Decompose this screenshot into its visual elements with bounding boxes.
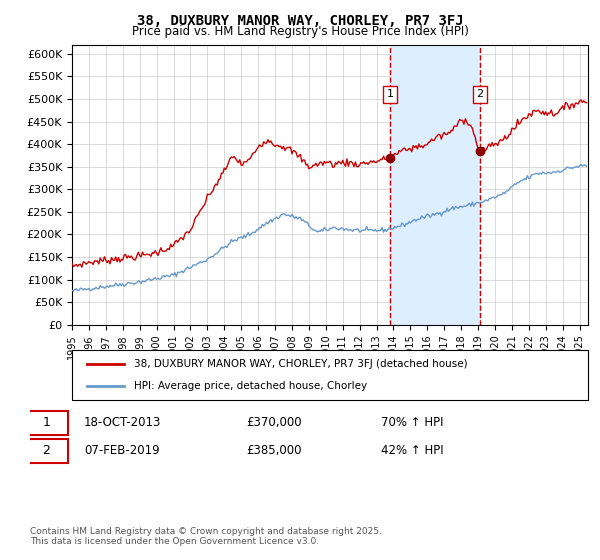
Text: Price paid vs. HM Land Registry's House Price Index (HPI): Price paid vs. HM Land Registry's House … [131,25,469,38]
FancyBboxPatch shape [25,411,68,435]
Text: HPI: Average price, detached house, Chorley: HPI: Average price, detached house, Chor… [134,381,367,391]
FancyBboxPatch shape [25,439,68,463]
Text: 2: 2 [42,444,50,458]
Text: £385,000: £385,000 [246,444,302,458]
Text: 07-FEB-2019: 07-FEB-2019 [84,444,160,458]
Text: 18-OCT-2013: 18-OCT-2013 [84,416,161,430]
Text: 42% ↑ HPI: 42% ↑ HPI [381,444,443,458]
Text: 1: 1 [42,416,50,430]
Bar [390,45,480,325]
Text: 70% ↑ HPI: 70% ↑ HPI [381,416,443,430]
FancyBboxPatch shape [72,350,588,400]
Text: 38, DUXBURY MANOR WAY, CHORLEY, PR7 3FJ: 38, DUXBURY MANOR WAY, CHORLEY, PR7 3FJ [137,14,463,28]
Text: Contains HM Land Registry data © Crown copyright and database right 2025.
This d: Contains HM Land Registry data © Crown c… [30,526,382,546]
Text: 2: 2 [476,90,483,100]
Text: 1: 1 [386,90,394,100]
Text: £370,000: £370,000 [246,416,302,430]
Text: 38, DUXBURY MANOR WAY, CHORLEY, PR7 3FJ (detached house): 38, DUXBURY MANOR WAY, CHORLEY, PR7 3FJ … [134,359,467,369]
